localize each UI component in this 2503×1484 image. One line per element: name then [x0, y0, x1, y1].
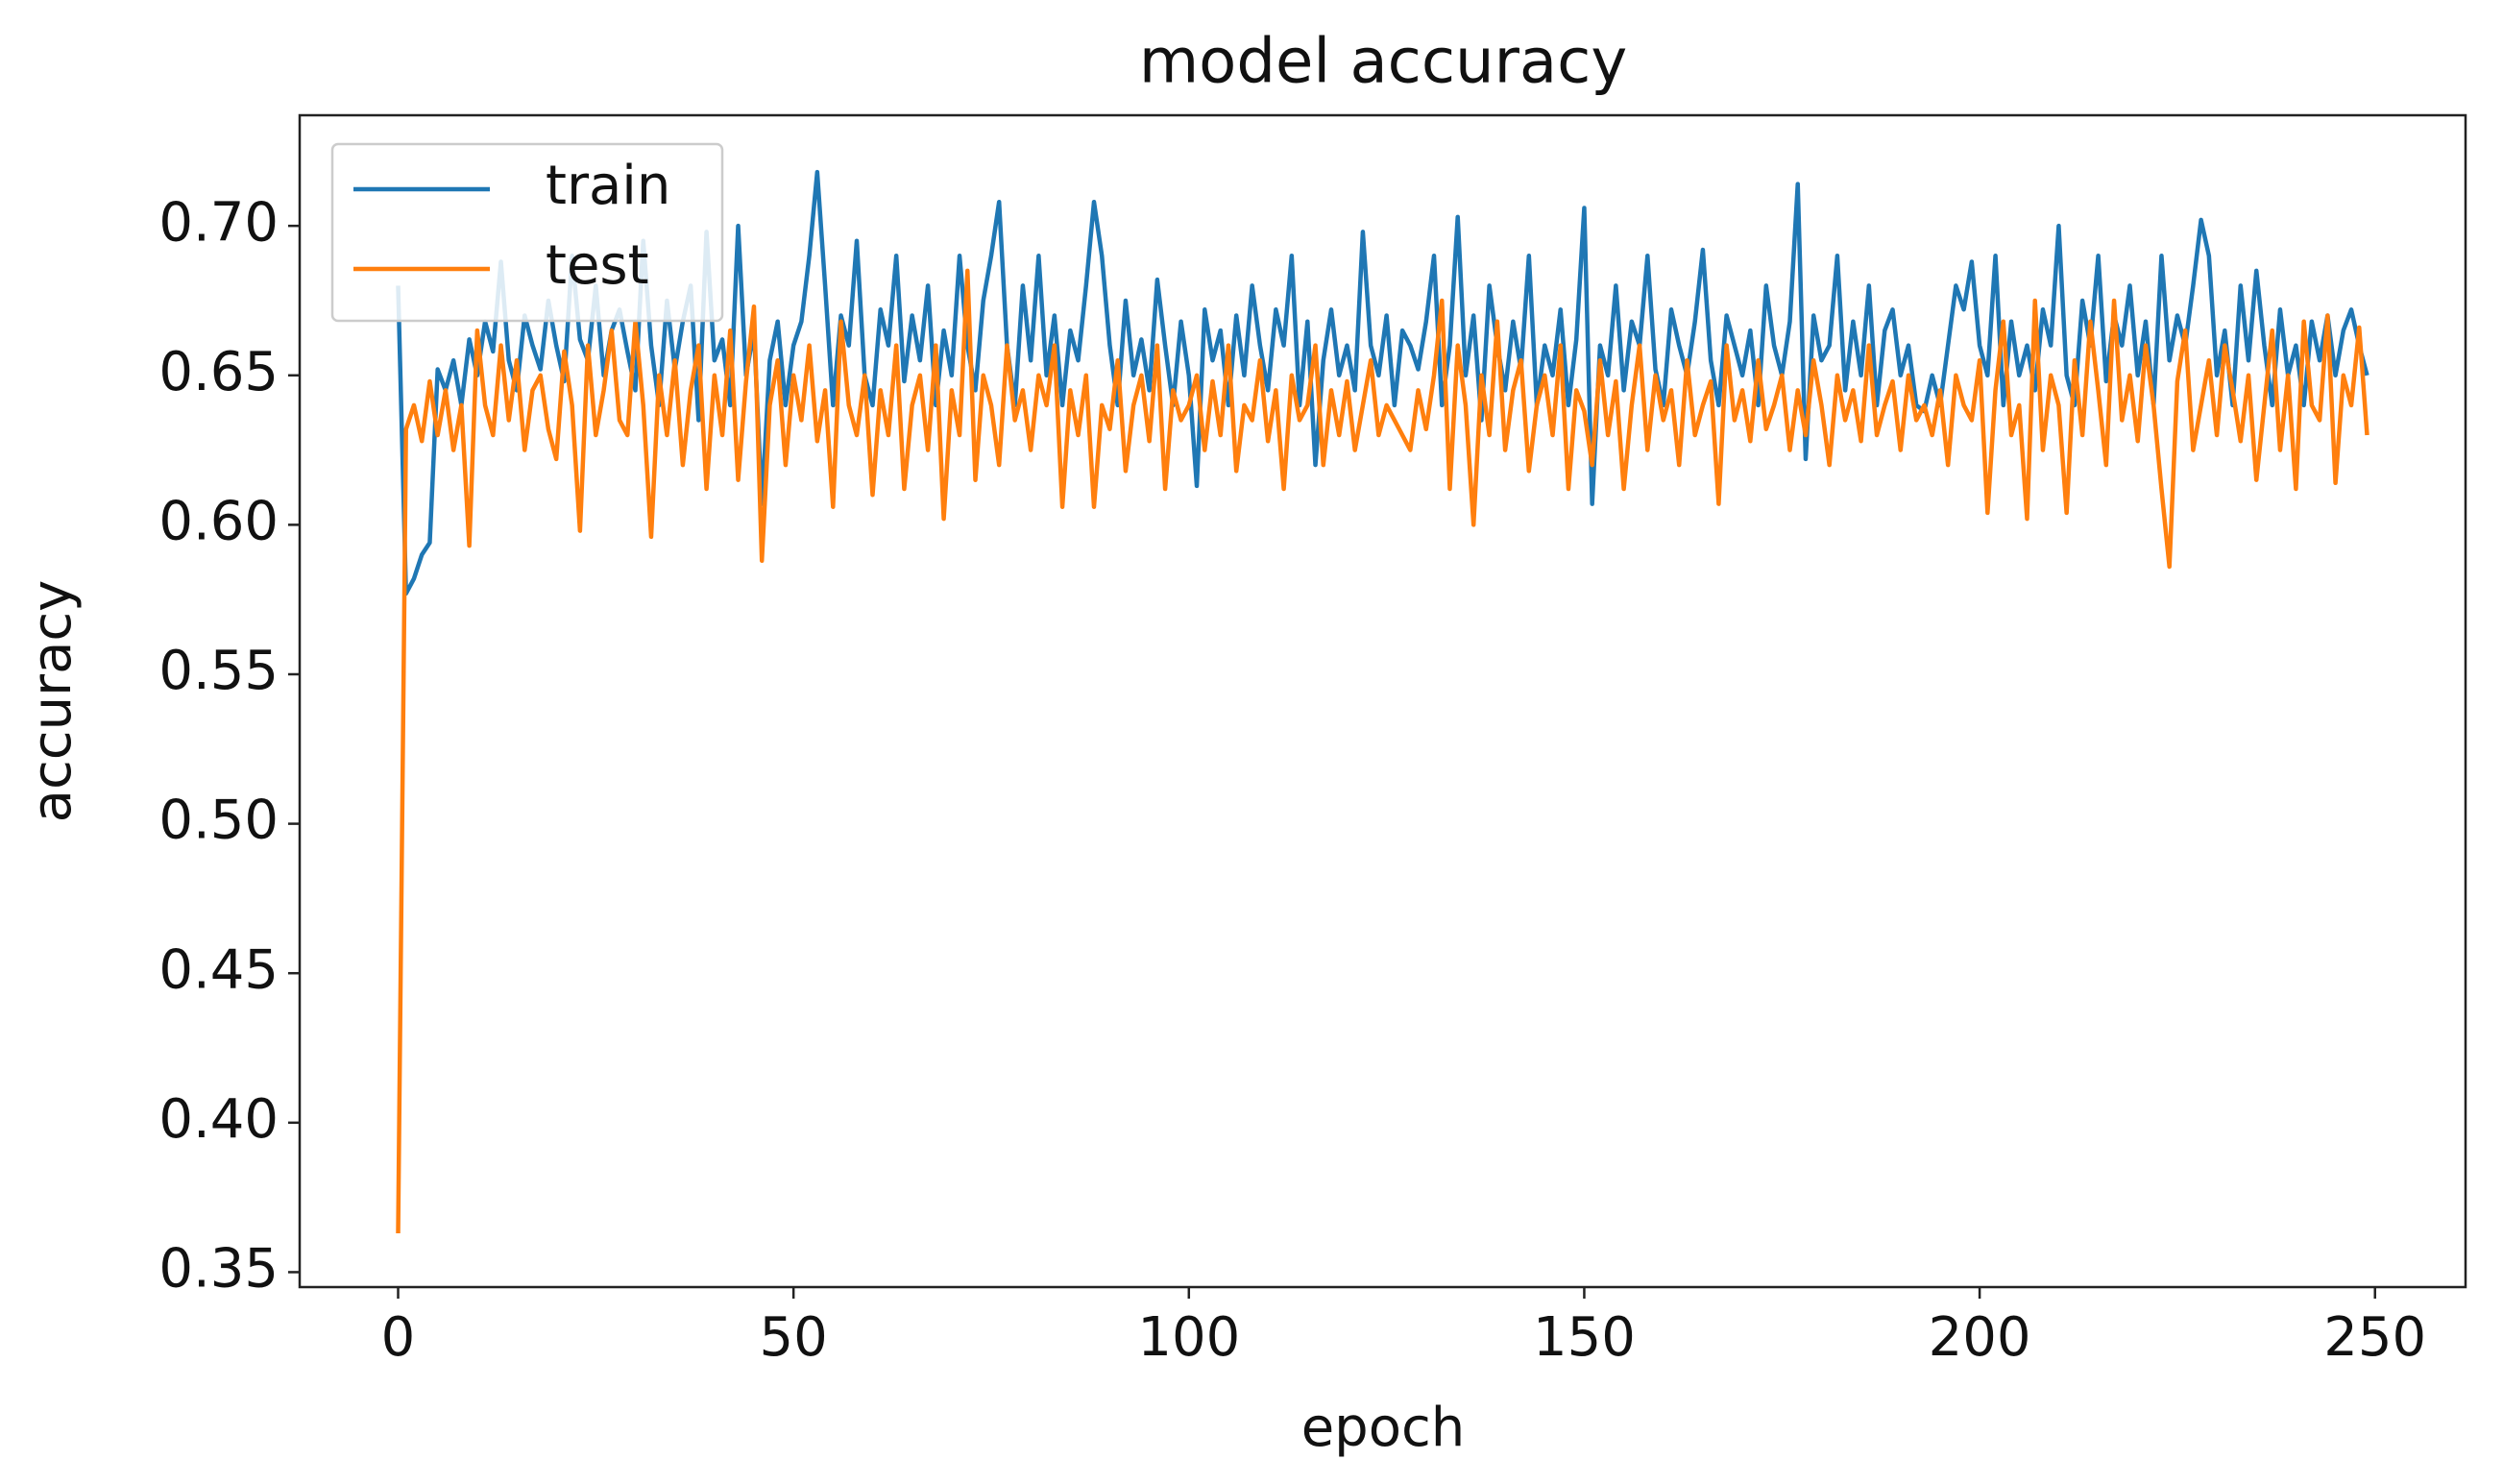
- y-tick-label: 0.70: [158, 191, 279, 254]
- plot-frame: [298, 113, 2467, 1289]
- legend-label: train: [546, 155, 670, 217]
- legend-label: test: [546, 234, 649, 297]
- x-tick-label: 0: [381, 1306, 416, 1369]
- y-tick-label: 0.55: [158, 640, 279, 702]
- y-axis-label: accuracy: [21, 580, 84, 823]
- y-tick-label: 0.35: [158, 1238, 279, 1301]
- x-tick-label: 150: [1533, 1306, 1636, 1369]
- y-tick-label: 0.50: [158, 790, 279, 852]
- y-tick-label: 0.60: [158, 491, 279, 553]
- series-line: [396, 268, 2369, 1234]
- y-tick-label: 0.65: [158, 341, 279, 403]
- y-tick-label: 0.40: [158, 1088, 279, 1151]
- x-tick-label: 100: [1137, 1306, 1240, 1369]
- x-tick-label: 50: [760, 1306, 828, 1369]
- x-tick-label: 250: [2323, 1306, 2426, 1369]
- x-tick-label: 200: [1929, 1306, 2031, 1369]
- y-tick-label: 0.45: [158, 938, 279, 1001]
- x-axis-label: epoch: [1301, 1397, 1466, 1459]
- chart-title: model accuracy: [1139, 27, 1627, 98]
